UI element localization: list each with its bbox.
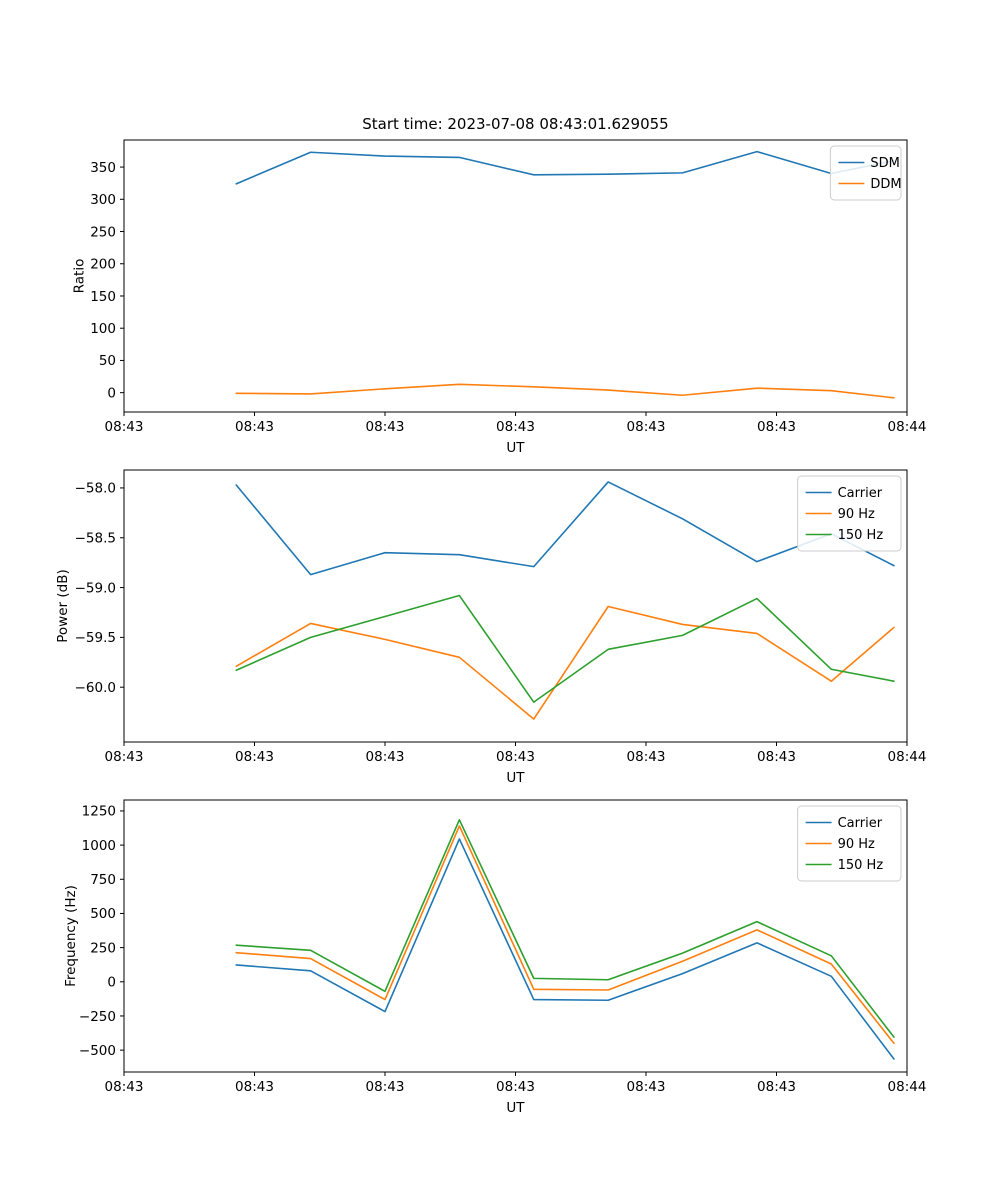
y-tick-label: −58.5 [75,531,116,547]
x-axis-ticks: 08:43 08:43 08:43 08:43 08:43 08:43 08:44 [105,412,927,435]
x-tick-label: 08:43 [366,419,405,435]
data-series-group [235,150,895,399]
legend-label-carrier: Carrier [838,486,883,501]
x-tick-label: 08:43 [105,419,144,435]
x-tick-label: 08:44 [888,749,927,765]
legend-background [797,805,902,882]
y-tick-label: 0 [107,975,116,991]
x-tick-label: 08:43 [235,749,274,765]
y-tick-label: 500 [90,906,116,922]
x-axis-label: UT [506,440,525,456]
y-tick-label: −58.0 [75,481,116,497]
series-line-ddm [235,383,895,399]
x-tick-label: 08:43 [496,749,535,765]
y-tick-label: 250 [90,224,116,240]
legend-label-150-hz: 150 Hz [838,858,884,873]
x-tick-label: 08:43 [757,749,796,765]
x-tick-label: 08:43 [757,1079,796,1095]
legend: Carrier 90 Hz 150 Hz [797,805,902,882]
legend-label-90-hz: 90 Hz [838,507,875,522]
y-tick-label: −59.5 [75,630,116,646]
y-axis-label: Ratio [71,259,87,294]
series-line-150-hz [235,819,895,1038]
series-line-sdm [235,150,895,185]
x-tick-label: 08:43 [757,419,796,435]
x-axis-label: UT [506,770,525,786]
y-tick-label: 100 [90,321,116,337]
y-axis-ticks: −58.0 −58.5 −59.0 −59.5 −60.0 [75,481,124,696]
y-tick-label: 1250 [82,804,116,820]
y-tick-label: 750 [90,872,116,888]
legend-background [829,145,902,201]
x-tick-label: 08:44 [888,419,927,435]
y-tick-label: 150 [90,289,116,305]
subplots-container: Start time: 2023-07-08 08:43:01.629055 08… [55,115,926,1116]
subplot-ratio-plot: 08:43 08:43 08:43 08:43 08:43 08:43 08:44 0 50 10… [71,139,927,456]
subplot-power-plot: 08:43 08:43 08:43 08:43 08:43 08:43 08:44 −58.0… [55,469,927,786]
subplot-frequency-plot: 08:43 08:43 08:43 08:43 08:43 08:43 08:44−500−… [63,799,927,1116]
y-axis-ticks: 0 50 100 150 200 250 300 350 [90,160,124,401]
figure-title: Start time: 2023-07-08 08:43:01.629055 [362,115,668,133]
x-axis-ticks: 08:43 08:43 08:43 08:43 08:43 08:43 08:44 [105,1072,927,1095]
y-tick-label: −59.0 [75,580,116,596]
legend: SDM DDM [829,145,902,201]
x-tick-label: 08:43 [235,1079,274,1095]
series-line-150-hz [235,594,895,703]
series-line-90-hz [235,825,895,1045]
x-tick-label: 08:43 [105,1079,144,1095]
y-tick-label: 0 [107,385,116,401]
legend-label-carrier: Carrier [838,816,883,831]
y-axis-label: Frequency (Hz) [63,885,79,987]
legend-label-sdm: SDM [870,156,899,171]
x-tick-label: 08:43 [627,1079,666,1095]
x-tick-label: 08:43 [627,749,666,765]
x-tick-label: 08:43 [366,749,405,765]
x-tick-label: 08:43 [235,419,274,435]
x-tick-label: 08:44 [888,1079,927,1095]
y-tick-label: 300 [90,192,116,208]
series-line-carrier [235,838,895,1060]
y-tick-label: 250 [90,940,116,956]
y-tick-label: −60.0 [75,680,116,696]
y-tick-label: 50 [99,353,116,369]
legend: Carrier 90 Hz 150 Hz [797,475,902,552]
x-tick-label: 08:43 [105,749,144,765]
x-axis-label: UT [506,1100,525,1116]
y-tick-label: 200 [90,257,116,273]
y-tick-label: 350 [90,160,116,176]
y-axis-ticks: −500 −250 0 250 500 750 1000 1250 [79,804,124,1059]
data-series-group [235,481,895,720]
legend-label-90-hz: 90 Hz [838,837,875,852]
y-axis-label: Power (dB) [55,569,71,642]
series-line-carrier [235,481,895,576]
y-tick-label: 1000 [82,838,116,854]
y-tick-label: −250 [79,1009,116,1025]
x-tick-label: 08:43 [496,1079,535,1095]
y-tick-label: −500 [79,1043,116,1059]
legend-label-150-hz: 150 Hz [838,528,884,543]
x-axis-ticks: 08:43 08:43 08:43 08:43 08:43 08:43 08:44 [105,742,927,765]
x-tick-label: 08:43 [627,419,666,435]
legend-label-ddm: DDM [870,177,901,192]
legend-background [797,475,902,552]
data-series-group [235,819,895,1060]
series-line-90-hz [235,605,895,720]
x-tick-label: 08:43 [366,1079,405,1095]
x-tick-label: 08:43 [496,419,535,435]
